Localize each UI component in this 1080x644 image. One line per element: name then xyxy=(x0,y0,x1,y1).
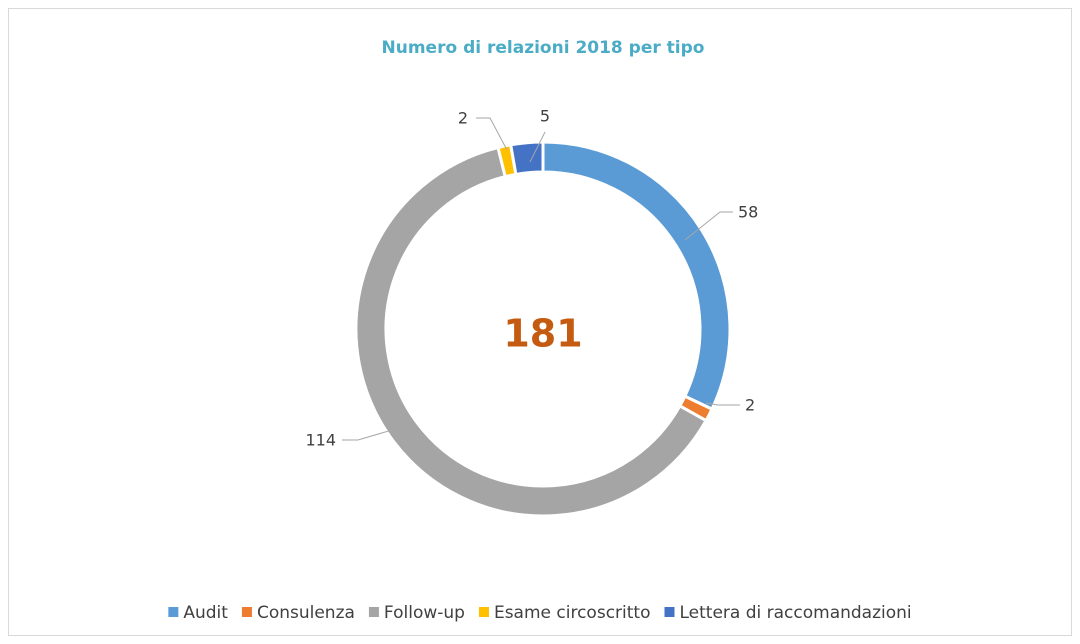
data-label: 2 xyxy=(458,109,468,128)
leader-line xyxy=(529,131,546,163)
data-label: 58 xyxy=(738,203,758,222)
data-label: 5 xyxy=(540,107,550,126)
data-label: 2 xyxy=(745,396,755,415)
legend-label: Audit xyxy=(183,603,228,623)
legend-label: Follow-up xyxy=(384,603,465,623)
legend-swatch xyxy=(241,607,252,617)
legend-swatch xyxy=(664,607,675,617)
chart-frame xyxy=(8,8,1072,636)
leader-line xyxy=(705,402,740,406)
leader-line xyxy=(476,117,508,151)
legend-label: Esame circoscritto xyxy=(494,603,651,623)
legend-swatch xyxy=(478,607,489,617)
legend-swatch xyxy=(168,607,179,617)
data-label: 114 xyxy=(305,431,336,450)
legend-label: Consulenza xyxy=(257,603,355,623)
donut-slice xyxy=(508,140,545,177)
donut-slice xyxy=(354,145,709,518)
leader-line xyxy=(342,429,393,441)
legend-swatch xyxy=(368,607,379,617)
chart-title: Numero di relazioni 2018 per tipo xyxy=(382,38,705,58)
legend-label: Lettera di raccomandazioni xyxy=(679,603,911,623)
legend: Audit Consulenza Follow-up Esame circoscrit… xyxy=(168,603,912,623)
center-label: 181 xyxy=(503,312,582,356)
leader-line xyxy=(684,211,733,241)
